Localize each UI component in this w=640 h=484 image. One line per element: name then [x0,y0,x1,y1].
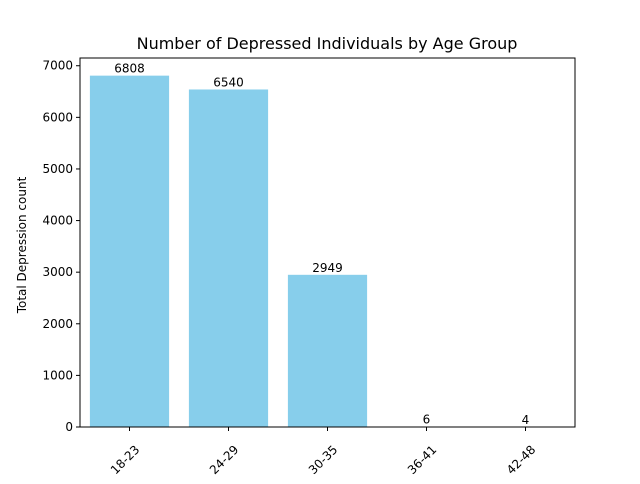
data-label-36-41: 6 [423,413,431,427]
y-tick-label: 7000 [42,59,73,73]
x-tick-label: 42-48 [504,443,539,478]
x-tick-label: 24-29 [207,443,242,478]
y-tick-label: 2000 [42,317,73,331]
x-tick-label: 30-35 [306,443,341,478]
y-tick-label: 1000 [42,368,73,382]
bar-30-35 [288,275,367,427]
y-tick-label: 5000 [42,162,73,176]
data-label-42-48: 4 [522,413,530,427]
y-axis-ticks: 0 1000 2000 3000 4000 5000 6000 7000 [42,59,80,434]
data-label-30-35: 2949 [312,261,343,275]
data-label-18-23: 6808 [114,62,145,76]
y-tick-label: 3000 [42,265,73,279]
data-label-24-29: 6540 [213,75,244,89]
x-axis-ticks: 18-23 24-29 30-35 36-41 42-48 [108,427,539,477]
y-tick-label: 6000 [42,110,73,124]
y-tick-label: 4000 [42,214,73,228]
bars-layer [90,76,565,427]
bar-18-23 [90,76,169,427]
x-tick-label: 18-23 [108,443,143,478]
x-tick-label: 36-41 [405,443,440,478]
bar-24-29 [189,89,268,427]
chart-title: Number of Depressed Individuals by Age G… [137,34,518,53]
y-axis-label: Total Depression count [15,176,29,314]
y-tick-label: 0 [65,420,73,434]
